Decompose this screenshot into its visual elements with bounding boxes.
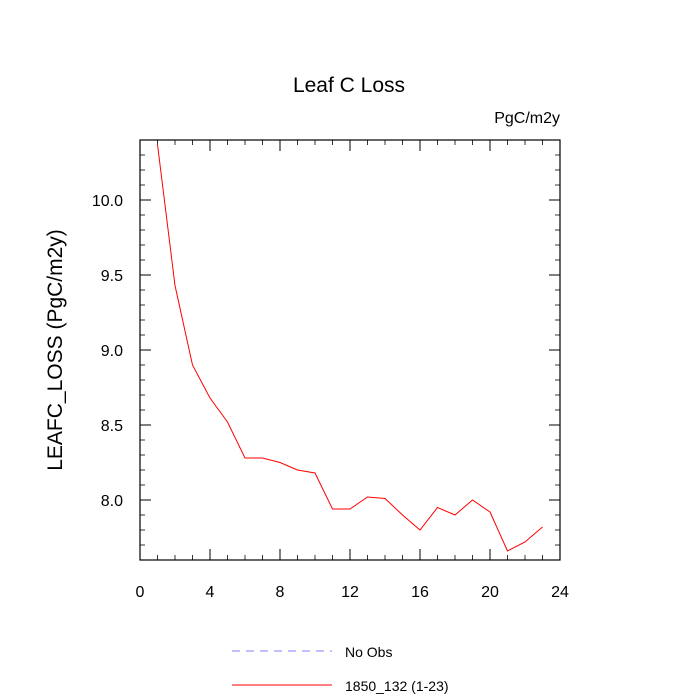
y-tick-label: 9.5 [101,268,123,285]
axis-tick-labels: 0 4 8 12 16 20 24 8.0 8.5 9.0 9.5 10.0 [92,193,569,601]
y-axis-label: LEAFC_LOSS (PgC/m2y) [44,229,67,471]
chart-title: Leaf C Loss [293,74,405,97]
x-tick-label: 20 [481,584,499,601]
x-tick-label: 24 [551,584,569,601]
legend: No Obs 1850_132 (1-23) [232,644,449,694]
series-line [157,144,543,552]
x-tick-label: 16 [411,584,429,601]
x-tick-label: 0 [136,584,145,601]
x-tick-label: 8 [276,584,285,601]
plot-area-frame [139,139,561,561]
y-tick-label: 9.0 [101,343,123,360]
legend-label-no-obs: No Obs [345,644,392,660]
y-tick-label: 8.0 [101,493,123,510]
y-tick-label: 10.0 [92,193,123,210]
x-tick-label: 12 [341,584,359,601]
legend-label-1850-132: 1850_132 (1-23) [345,678,449,694]
x-tick-label: 4 [206,584,215,601]
axis-ticks [139,139,561,560]
y-tick-label: 8.5 [101,418,123,435]
units-label: PgC/m2y [494,110,560,127]
series-lines [157,144,543,552]
